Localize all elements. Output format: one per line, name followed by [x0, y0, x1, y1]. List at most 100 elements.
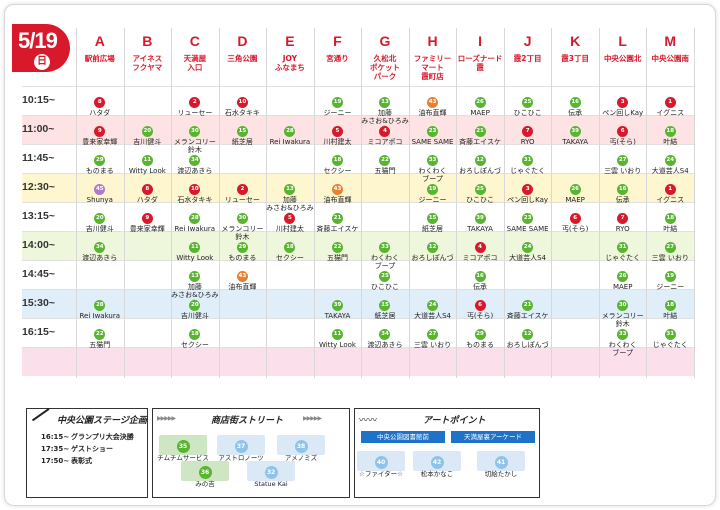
- performance-cell[interactable]: 19 ジーニー: [409, 175, 457, 204]
- performance-cell[interactable]: 6 丐(そら): [599, 117, 647, 146]
- performance-cell[interactable]: 6 丐(そら): [456, 291, 504, 320]
- performance-cell[interactable]: 28 Rei Iwakura: [76, 291, 124, 320]
- performance-cell[interactable]: 5 川村建太: [314, 117, 362, 146]
- performance-cell[interactable]: 21 斉藤エイスケ: [314, 204, 362, 233]
- performance-cell[interactable]: 20 吉川健斗: [76, 204, 124, 233]
- performance-cell[interactable]: 30 メランコリー 鈴木: [171, 117, 219, 154]
- performance-cell[interactable]: 4 ミコアポコ: [361, 117, 409, 146]
- performance-cell[interactable]: 3 ペン回しKay: [504, 175, 552, 204]
- performance-cell[interactable]: 28 Rei Iwakura: [266, 117, 314, 146]
- performance-cell[interactable]: 11 Witty Look: [171, 233, 219, 262]
- performance-cell[interactable]: 30 メランコリー 鈴木: [219, 204, 267, 241]
- shop-performer[interactable]: 38 アメノミズ: [271, 433, 331, 462]
- performance-cell[interactable]: 33 わくわく ブープ: [599, 320, 647, 357]
- performance-cell[interactable]: 25 ひこひこ: [456, 175, 504, 204]
- performance-cell[interactable]: 26 MAEP: [599, 262, 647, 291]
- performance-cell[interactable]: 1 イグニス: [646, 175, 694, 204]
- shop-performer[interactable]: 32 Statue Kai: [241, 459, 301, 488]
- performance-cell[interactable]: 33 わくわく ブープ: [409, 146, 457, 183]
- performance-cell[interactable]: 21 斉藤エイスケ: [504, 291, 552, 320]
- performance-cell[interactable]: 27 三雲 いおり: [409, 320, 457, 349]
- performance-cell[interactable]: 12 おろしぽんづ: [504, 320, 552, 349]
- performer-number-badge: 40: [374, 456, 388, 469]
- performance-cell[interactable]: 30 メランコリー 鈴木: [599, 291, 647, 328]
- performance-cell[interactable]: 39 TAKAYA: [314, 291, 362, 320]
- performance-cell[interactable]: 18 セクシー: [171, 320, 219, 349]
- performance-cell[interactable]: 18 叶結: [646, 117, 694, 146]
- performance-cell[interactable]: 2 リューセー: [219, 175, 267, 204]
- performance-cell[interactable]: 20 吉川健斗: [124, 117, 172, 146]
- performance-cell[interactable]: 34 渡辺あきら: [171, 146, 219, 175]
- performance-cell[interactable]: 24 大道芸人S4: [646, 146, 694, 175]
- performance-cell[interactable]: 26 MAEP: [551, 175, 599, 204]
- art-performer[interactable]: 40 ☆ファイター☆: [351, 449, 411, 478]
- performance-cell[interactable]: 33 わくわく ブープ: [361, 233, 409, 270]
- performance-cell[interactable]: 2 リューセー: [171, 88, 219, 117]
- performance-cell[interactable]: 15 紙芝居: [409, 204, 457, 233]
- performance-cell[interactable]: 31 じゃぐたく: [504, 146, 552, 175]
- performance-cell[interactable]: 18 セクシー: [314, 146, 362, 175]
- performance-cell[interactable]: 16 伝承: [551, 88, 599, 117]
- performance-cell[interactable]: 27 三雲 いおり: [646, 233, 694, 262]
- performance-cell[interactable]: 12 おろしぽんづ: [456, 146, 504, 175]
- performance-cell[interactable]: 6 丐(そら): [551, 204, 599, 233]
- performance-cell[interactable]: 20 吉川健斗: [171, 291, 219, 320]
- performance-cell[interactable]: 43 油布直輝: [314, 175, 362, 204]
- performance-cell[interactable]: 22 五猫門: [361, 146, 409, 175]
- performance-cell[interactable]: 29 ものまる: [219, 233, 267, 262]
- performance-cell[interactable]: 21 斉藤エイスケ: [456, 117, 504, 146]
- performance-cell[interactable]: 19 ジーニー: [314, 88, 362, 117]
- performance-cell[interactable]: 24 大道芸人S4: [504, 233, 552, 262]
- performance-cell[interactable]: 18 叶結: [646, 204, 694, 233]
- performance-cell[interactable]: 31 じゃぐたく: [599, 233, 647, 262]
- art-performer[interactable]: 42 松本かなこ: [407, 449, 467, 478]
- performance-cell[interactable]: 16 伝承: [456, 262, 504, 291]
- performance-cell[interactable]: 23 SAME SAME: [409, 117, 457, 146]
- performance-cell[interactable]: 22 五猫門: [76, 320, 124, 349]
- performance-cell[interactable]: 9 豊来家幸輝: [76, 117, 124, 146]
- performance-cell[interactable]: 1 イグニス: [646, 88, 694, 117]
- performance-cell[interactable]: 26 MAEP: [456, 88, 504, 117]
- performance-cell[interactable]: 43 油布直輝: [219, 262, 267, 291]
- performance-cell[interactable]: 5 川村建太: [266, 204, 314, 233]
- performance-cell[interactable]: 23 SAME SAME: [504, 204, 552, 233]
- performance-cell[interactable]: 18 セクシー: [266, 233, 314, 262]
- performance-cell[interactable]: 39 TAKAYA: [551, 117, 599, 146]
- performance-cell[interactable]: 34 渡辺あきら: [76, 233, 124, 262]
- performance-cell[interactable]: 45 Shunya: [76, 175, 124, 204]
- performance-cell[interactable]: 16 伝承: [599, 175, 647, 204]
- shop-performer[interactable]: 35 チムチムサービス: [153, 433, 213, 462]
- shop-performer[interactable]: 36 みの吉: [175, 459, 235, 488]
- performance-cell[interactable]: 39 TAKAYA: [456, 204, 504, 233]
- time-slot-label: 10:15~: [22, 94, 55, 106]
- performance-cell[interactable]: 15 紙芝居: [219, 117, 267, 146]
- performance-cell[interactable]: 8 ハタダ: [124, 175, 172, 204]
- performance-cell[interactable]: 11 Witty Look: [124, 146, 172, 175]
- performance-cell[interactable]: 31 じゃぐたく: [646, 320, 694, 349]
- performance-cell[interactable]: 7 RYO: [504, 117, 552, 146]
- performance-cell[interactable]: 11 Witty Look: [314, 320, 362, 349]
- performance-cell[interactable]: 10 石水タキキ: [171, 175, 219, 204]
- performance-cell[interactable]: 29 ものまる: [456, 320, 504, 349]
- performance-cell[interactable]: 7 RYO: [599, 204, 647, 233]
- performance-cell[interactable]: 4 ミコアポコ: [456, 233, 504, 262]
- shop-performer[interactable]: 37 アストロノーツ: [211, 433, 271, 462]
- performance-cell[interactable]: 43 油布直輝: [409, 88, 457, 117]
- performance-cell[interactable]: 10 石水タキキ: [219, 88, 267, 117]
- performance-cell[interactable]: 27 三雲 いおり: [599, 146, 647, 175]
- performance-cell[interactable]: 12 おろしぽんづ: [409, 233, 457, 262]
- performance-cell[interactable]: 8 ハタダ: [76, 88, 124, 117]
- performance-cell[interactable]: 22 五猫門: [314, 233, 362, 262]
- performance-cell[interactable]: 34 渡辺あきら: [361, 320, 409, 349]
- performance-cell[interactable]: 19 ジーニー: [646, 262, 694, 291]
- performance-cell[interactable]: 18 叶結: [646, 291, 694, 320]
- performance-cell[interactable]: 25 ひこひこ: [504, 88, 552, 117]
- performance-cell[interactable]: 24 大道芸人S4: [409, 291, 457, 320]
- performance-cell[interactable]: 3 ペン回しKay: [599, 88, 647, 117]
- art-performer[interactable]: 41 切絵たかし: [471, 449, 531, 478]
- performance-cell[interactable]: 9 豊来家幸輝: [124, 204, 172, 233]
- performance-cell[interactable]: 15 紙芝居: [361, 291, 409, 320]
- performance-cell[interactable]: 25 ひこひこ: [361, 262, 409, 291]
- performance-cell[interactable]: 29 ものまる: [76, 146, 124, 175]
- performance-cell[interactable]: 28 Rei Iwakura: [171, 204, 219, 233]
